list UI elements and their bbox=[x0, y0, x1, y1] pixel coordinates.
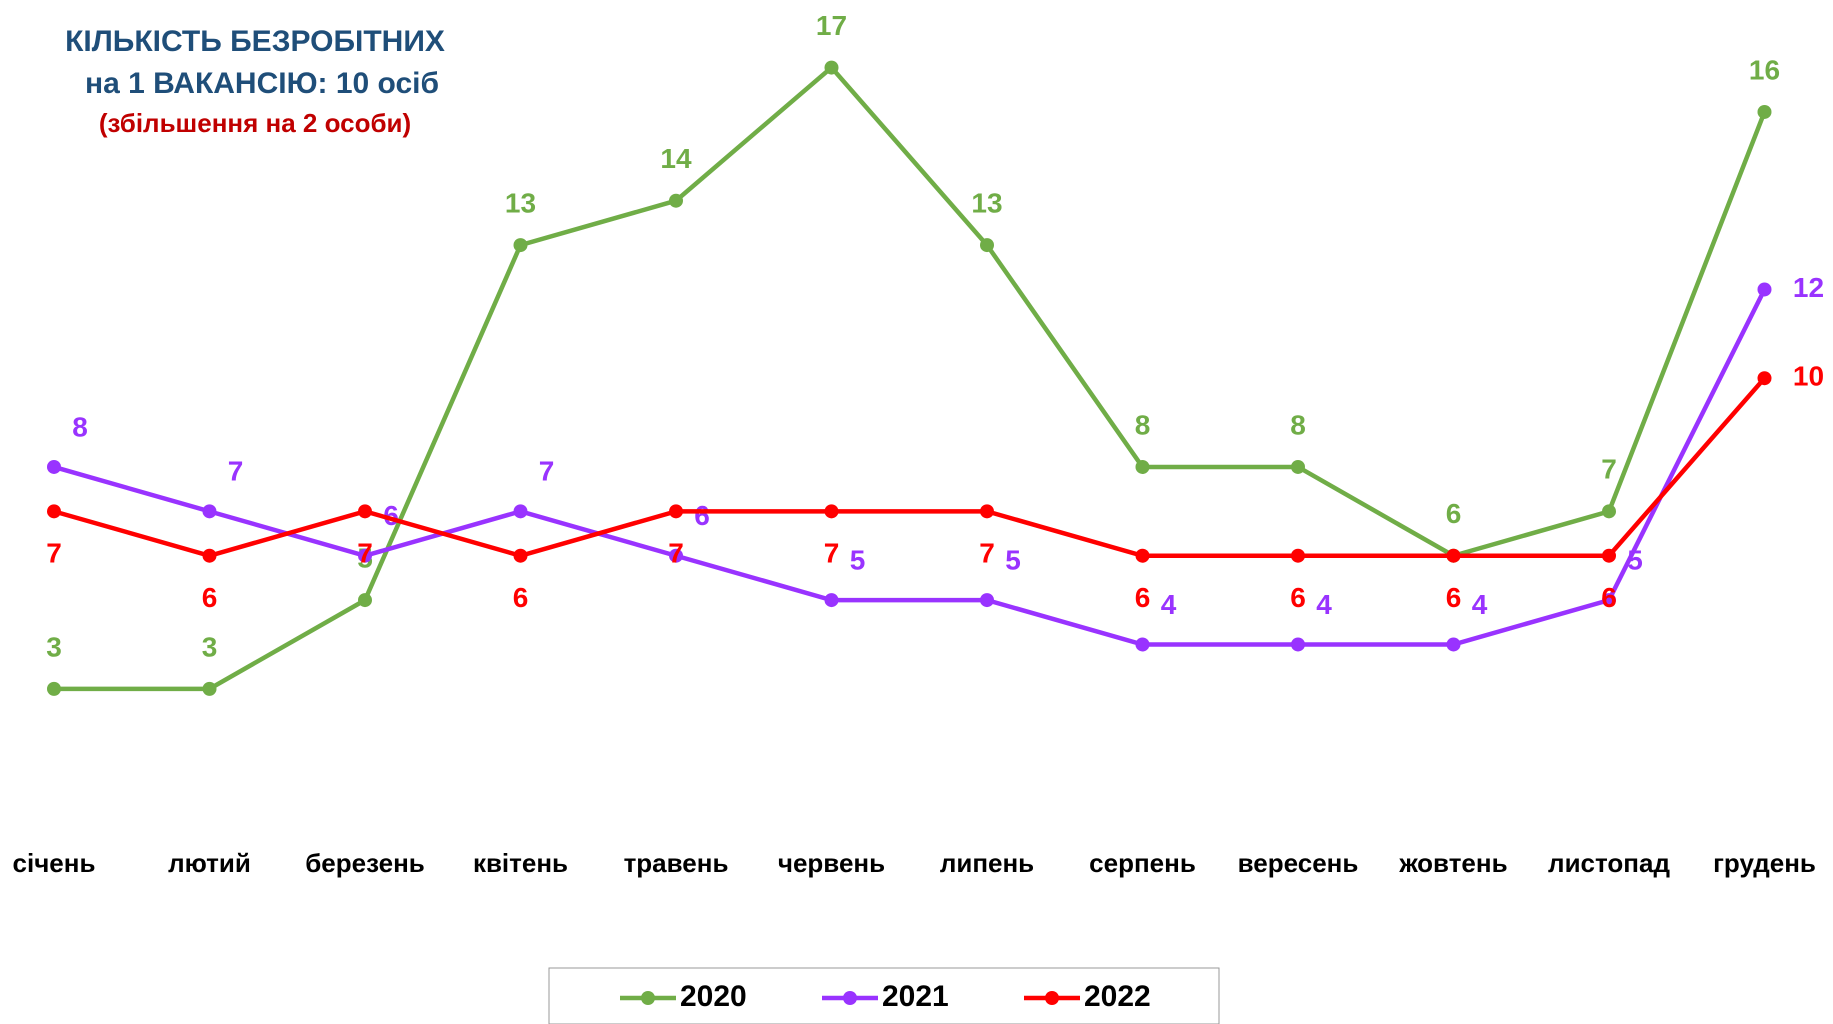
data-label: 3 bbox=[202, 631, 218, 662]
data-label: 8 bbox=[72, 411, 88, 442]
data-label: 17 bbox=[816, 10, 847, 41]
chart-title: КІЛЬКІСТЬ БЕЗРОБІТНИХ bbox=[65, 25, 445, 58]
point bbox=[1602, 593, 1616, 608]
data-label: 4 bbox=[1316, 589, 1332, 620]
data-label: 8 bbox=[1290, 409, 1306, 440]
legend-box bbox=[548, 967, 1220, 1024]
legend-marker bbox=[843, 991, 857, 1005]
data-label: 7 bbox=[1601, 454, 1617, 485]
point bbox=[202, 504, 217, 519]
data-label: 13 bbox=[971, 187, 1002, 218]
legend-label: 2022 bbox=[1084, 980, 1151, 1013]
point bbox=[358, 548, 372, 563]
point bbox=[1291, 637, 1305, 652]
data-label: 4 bbox=[1161, 589, 1177, 620]
point bbox=[1135, 548, 1150, 563]
data-label: 7 bbox=[979, 538, 995, 569]
point bbox=[358, 504, 372, 519]
x-tick-label: лютий bbox=[168, 848, 251, 878]
data-label: 6 bbox=[694, 500, 710, 531]
x-tick-label: серпень bbox=[1089, 848, 1196, 878]
data-label: 14 bbox=[660, 143, 692, 174]
x-tick-label: вересень bbox=[1238, 848, 1359, 878]
data-label: 7 bbox=[668, 538, 684, 569]
data-label: 8 bbox=[1135, 409, 1151, 440]
point bbox=[1291, 459, 1305, 474]
data-label: 6 bbox=[1290, 582, 1306, 613]
data-label: 6 bbox=[1446, 498, 1462, 529]
data-label: 3 bbox=[46, 631, 62, 662]
x-tick-label: січень bbox=[13, 848, 96, 878]
x-tick-label: жовтень bbox=[1398, 848, 1507, 878]
point bbox=[1757, 282, 1772, 297]
point bbox=[1291, 548, 1305, 563]
point bbox=[358, 593, 372, 608]
line bbox=[53, 376, 1767, 559]
point bbox=[513, 504, 528, 519]
point bbox=[669, 548, 683, 563]
x-tick-label: липень bbox=[940, 848, 1034, 878]
x-tick-label: червень bbox=[778, 848, 885, 878]
line bbox=[53, 288, 1767, 647]
data-label: 13 bbox=[505, 187, 536, 218]
point bbox=[669, 504, 683, 519]
point bbox=[1757, 371, 1772, 386]
data-label: 7 bbox=[539, 456, 555, 487]
data-label: 6 bbox=[202, 582, 218, 613]
line bbox=[54, 64, 1767, 692]
point bbox=[1757, 104, 1772, 119]
data-label: 5 bbox=[1005, 544, 1021, 575]
point bbox=[513, 548, 528, 563]
data-label: 4 bbox=[1472, 589, 1488, 620]
point bbox=[513, 238, 528, 253]
x-tick-label: грудень bbox=[1713, 848, 1816, 878]
point bbox=[1446, 637, 1461, 652]
point bbox=[47, 459, 61, 474]
point bbox=[1602, 548, 1616, 563]
data-label: 5 bbox=[1627, 544, 1643, 575]
point bbox=[980, 504, 994, 519]
legend-marker bbox=[1045, 991, 1059, 1005]
data-label: 16 bbox=[1749, 54, 1780, 85]
data-label: 7 bbox=[46, 538, 62, 569]
point bbox=[1446, 548, 1461, 563]
data-label: 6 bbox=[383, 500, 399, 531]
chart-title: на 1 ВАКАНСІЮ: 10 осіб bbox=[85, 67, 439, 100]
point bbox=[824, 504, 839, 519]
data-label: 7 bbox=[357, 538, 373, 569]
data-label: 6 bbox=[1446, 582, 1462, 613]
point bbox=[824, 60, 839, 75]
point bbox=[1135, 459, 1150, 474]
point bbox=[1602, 504, 1616, 519]
legend-label: 2020 bbox=[680, 980, 747, 1013]
point bbox=[980, 593, 994, 608]
x-tick-label: листопад bbox=[1548, 848, 1670, 878]
legend-marker bbox=[641, 991, 655, 1005]
point bbox=[47, 681, 61, 696]
point bbox=[202, 681, 217, 696]
data-label: 12 bbox=[1793, 272, 1824, 303]
x-tick-label: березень bbox=[305, 848, 425, 878]
point bbox=[202, 548, 217, 563]
data-label: 6 bbox=[1601, 582, 1617, 613]
point bbox=[47, 504, 61, 519]
x-tick-label: квітень bbox=[473, 848, 568, 878]
data-label: 6 bbox=[513, 582, 529, 613]
point bbox=[1135, 637, 1150, 652]
point bbox=[980, 238, 994, 253]
data-label: 7 bbox=[824, 538, 840, 569]
x-tick-label: травень bbox=[624, 848, 729, 878]
legend-label: 2021 bbox=[882, 980, 949, 1013]
data-label: 5 bbox=[850, 544, 866, 575]
data-label: 10 bbox=[1793, 361, 1824, 392]
data-label: 7 bbox=[228, 456, 244, 487]
chart-subtitle: (збільшення на 2 особи) bbox=[99, 108, 411, 138]
point bbox=[669, 193, 683, 208]
data-label: 6 bbox=[1135, 582, 1151, 613]
point bbox=[824, 593, 839, 608]
